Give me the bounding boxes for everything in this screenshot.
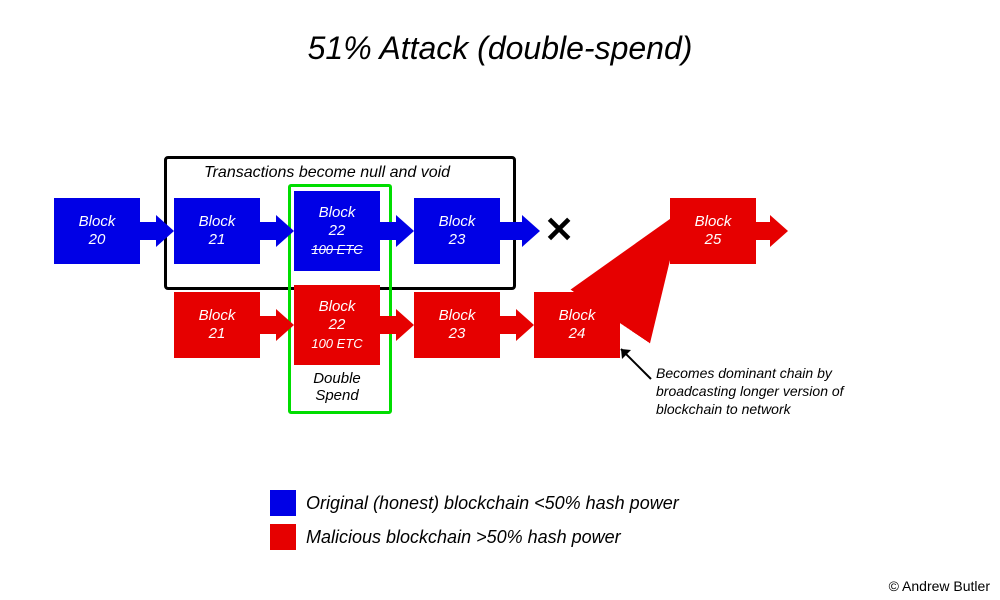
- diagram-title: 51% Attack (double-spend): [0, 30, 1000, 67]
- double-spend-label: Double Spend: [294, 370, 380, 404]
- chain-arrowhead-icon: [522, 215, 540, 247]
- pointer-arrow-icon: [616, 344, 656, 384]
- dominant-chain-label: Becomes dominant chain by broadcasting l…: [656, 364, 886, 419]
- copyright: © Andrew Butler: [889, 578, 990, 594]
- chain-arrow-icon: [756, 222, 770, 240]
- chain-arrowhead-icon: [156, 215, 174, 247]
- chain-arrow-icon: [260, 222, 276, 240]
- chain-arrowhead-icon: [770, 215, 788, 247]
- chain-block: Block20: [54, 198, 140, 264]
- chain-arrow-icon: [380, 316, 396, 334]
- chain-arrowhead-icon: [276, 309, 294, 341]
- legend-honest-swatch: [270, 490, 296, 516]
- legend-malicious-label: Malicious blockchain >50% hash power: [306, 527, 621, 548]
- chain-arrow-icon: [500, 316, 516, 334]
- chain-block: Block25: [670, 198, 756, 264]
- chain-arrow-icon: [140, 222, 156, 240]
- chain-arrow-icon: [500, 222, 522, 240]
- legend-malicious-swatch: [270, 524, 296, 550]
- chain-arrowhead-icon: [276, 215, 294, 247]
- legend-honest-label: Original (honest) blockchain <50% hash p…: [306, 493, 679, 514]
- chain-arrowhead-icon: [396, 309, 414, 341]
- chain-arrow-icon: [380, 222, 396, 240]
- chain-arrow-icon: [260, 316, 276, 334]
- chain-block: Block23: [414, 198, 500, 264]
- legend-malicious: Malicious blockchain >50% hash power: [270, 524, 621, 550]
- null-void-label: Transactions become null and void: [204, 164, 450, 182]
- chain-block: Block23: [414, 292, 500, 358]
- chain-block: Block21: [174, 292, 260, 358]
- x-mark-icon: ✕: [544, 209, 574, 251]
- chain-arrowhead-icon: [396, 215, 414, 247]
- chain-block: Block22100 ETC: [294, 285, 380, 365]
- chain-arrowhead-icon: [516, 309, 534, 341]
- chain-block: Block24: [534, 292, 620, 358]
- chain-block: Block21: [174, 198, 260, 264]
- legend-honest: Original (honest) blockchain <50% hash p…: [270, 490, 679, 516]
- chain-block: Block22100 ETC: [294, 191, 380, 271]
